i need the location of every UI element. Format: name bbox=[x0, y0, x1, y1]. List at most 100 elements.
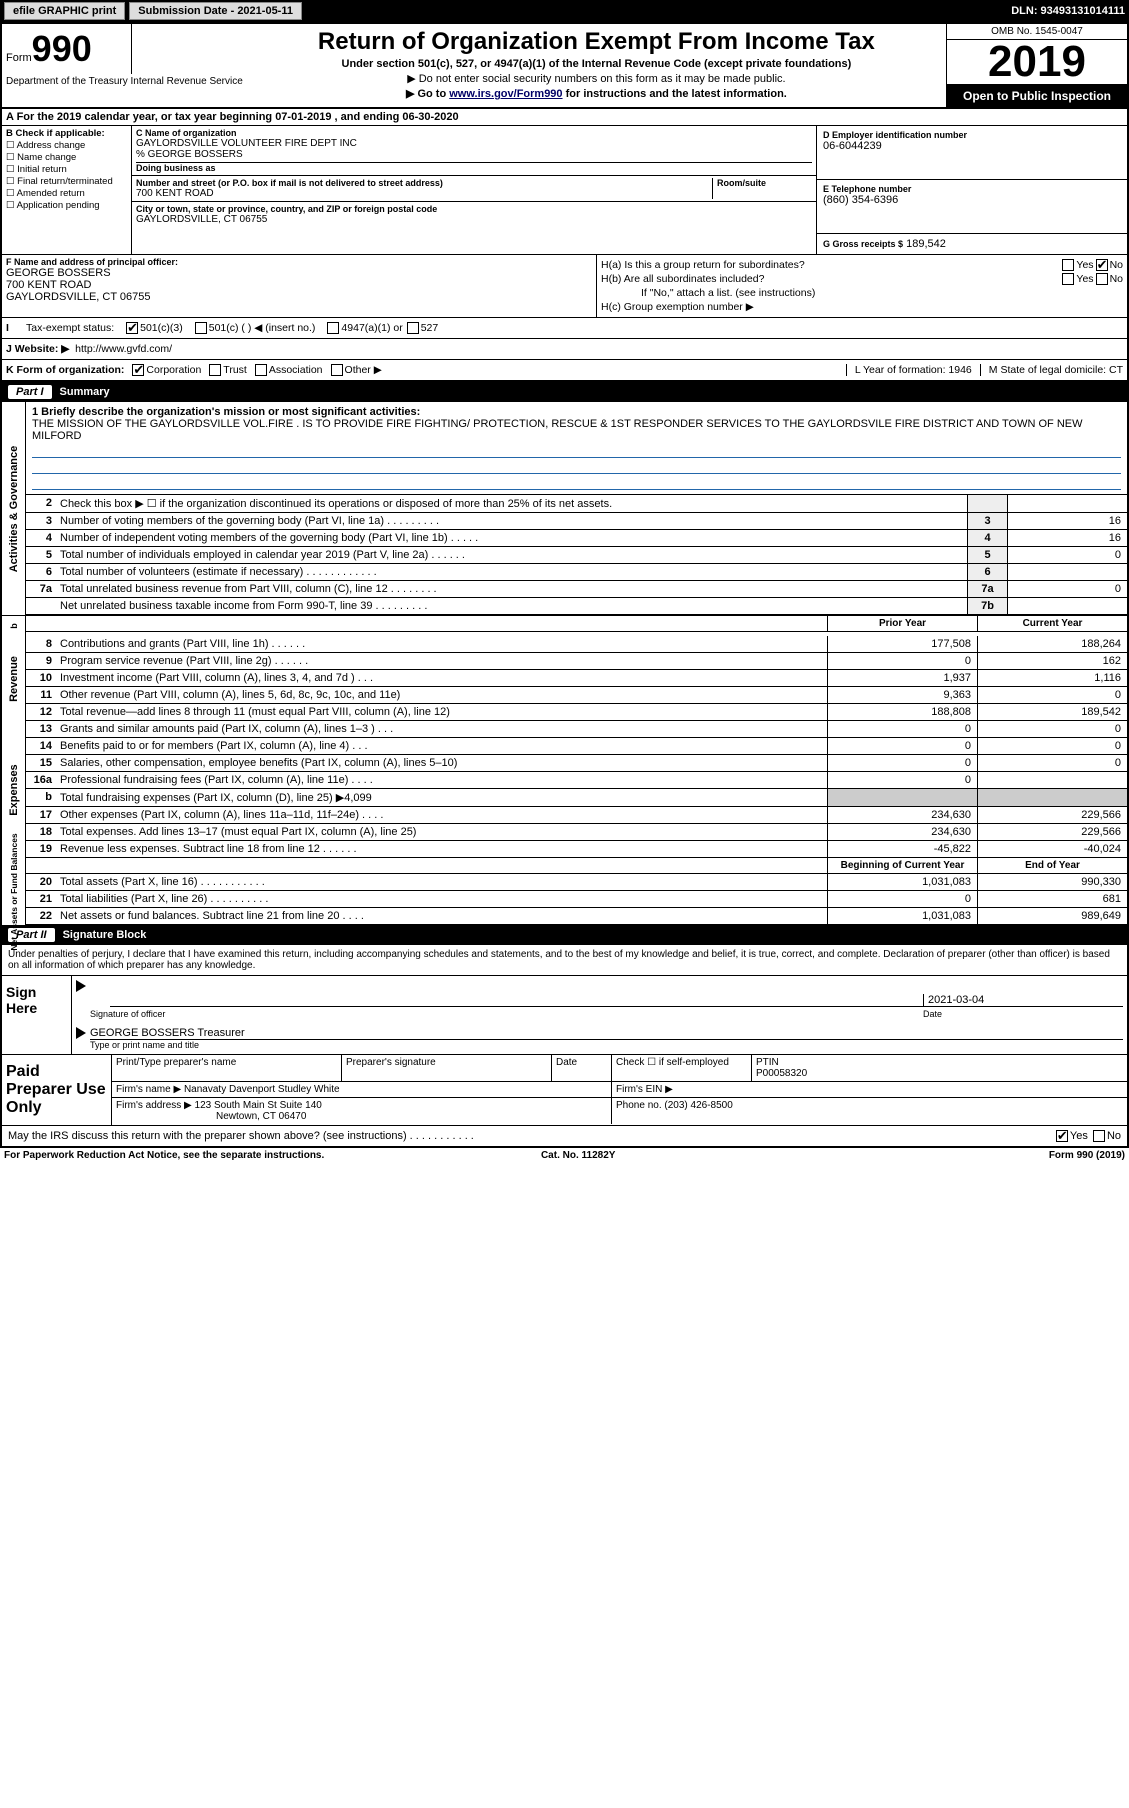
officer-name: GEORGE BOSSERS bbox=[6, 267, 592, 279]
street-address: 700 KENT ROAD bbox=[136, 188, 712, 199]
data-row: 15Salaries, other compensation, employee… bbox=[26, 755, 1127, 772]
data-row: 18Total expenses. Add lines 13–17 (must … bbox=[26, 824, 1127, 841]
box-c: C Name of organization GAYLORDSVILLE VOL… bbox=[132, 126, 817, 254]
period-row: A For the 2019 calendar year, or tax yea… bbox=[2, 109, 1127, 126]
sig-date: 2021-03-04 bbox=[923, 994, 1123, 1006]
section-fh: F Name and address of principal officer:… bbox=[2, 255, 1127, 318]
submission-date: Submission Date - 2021-05-11 bbox=[129, 2, 302, 20]
data-row: 8Contributions and grants (Part VIII, li… bbox=[26, 636, 1127, 653]
mission-text: THE MISSION OF THE GAYLORDSVILLE VOL.FIR… bbox=[32, 418, 1121, 442]
data-row: 9Program service revenue (Part VIII, lin… bbox=[26, 653, 1127, 670]
527-chk[interactable] bbox=[407, 322, 419, 334]
officer-addr: 700 KENT ROAD bbox=[6, 279, 592, 291]
irs-link[interactable]: www.irs.gov/Form990 bbox=[449, 88, 562, 100]
gov-line: 5Total number of individuals employed in… bbox=[26, 547, 1127, 564]
ptin: P00058320 bbox=[756, 1068, 807, 1079]
firm-address: 123 South Main St Suite 140 bbox=[195, 1100, 322, 1111]
data-row: 14Benefits paid to or for members (Part … bbox=[26, 738, 1127, 755]
row-i: I Tax-exempt status: 501(c)(3) 501(c) ( … bbox=[2, 318, 1127, 339]
data-row: 21Total liabilities (Part X, line 26) . … bbox=[26, 891, 1127, 908]
4947-chk[interactable] bbox=[327, 322, 339, 334]
form-number-box: Form990 bbox=[2, 24, 132, 74]
efile-button[interactable]: efile GRAPHIC print bbox=[4, 2, 125, 20]
data-row: 19Revenue less expenses. Subtract line 1… bbox=[26, 841, 1127, 858]
chk-amended[interactable]: ☐ Amended return bbox=[6, 188, 127, 199]
open-public: Open to Public Inspection bbox=[947, 85, 1127, 107]
telephone: (860) 354-6396 bbox=[823, 194, 1121, 206]
arrow-icon bbox=[76, 980, 86, 992]
declaration: Under penalties of perjury, I declare th… bbox=[2, 945, 1127, 976]
subtitle-2: ▶ Do not enter social security numbers o… bbox=[255, 72, 938, 85]
data-row: 11Other revenue (Part VIII, column (A), … bbox=[26, 687, 1127, 704]
501c3-chk[interactable] bbox=[126, 322, 138, 334]
chk-initial[interactable]: ☐ Initial return bbox=[6, 164, 127, 175]
mission: 1 Briefly describe the organization's mi… bbox=[26, 402, 1127, 495]
topbar: efile GRAPHIC print Submission Date - 20… bbox=[0, 0, 1129, 22]
gross-receipts: 189,542 bbox=[906, 238, 946, 250]
data-row: 17Other expenses (Part IX, column (A), l… bbox=[26, 807, 1127, 824]
activities-governance: Activities & Governance 1 Briefly descri… bbox=[2, 402, 1127, 615]
box-h: H(a) Is this a group return for subordin… bbox=[597, 255, 1127, 317]
hb-no[interactable] bbox=[1096, 273, 1108, 285]
data-row: 16aProfessional fundraising fees (Part I… bbox=[26, 772, 1127, 789]
firm-name: Nanavaty Davenport Studley White bbox=[184, 1084, 340, 1095]
other-chk[interactable] bbox=[331, 364, 343, 376]
subtitle-1: Under section 501(c), 527, or 4947(a)(1)… bbox=[255, 58, 938, 70]
expenses-section: Expenses 13Grants and similar amounts pa… bbox=[2, 721, 1127, 858]
org-name: GAYLORDSVILLE VOLUNTEER FIRE DEPT INC bbox=[136, 138, 812, 149]
legal-domicile: M State of legal domicile: CT bbox=[980, 364, 1123, 376]
data-row: 12Total revenue—add lines 8 through 11 (… bbox=[26, 704, 1127, 721]
box-b: B Check if applicable: ☐ Address change … bbox=[2, 126, 132, 254]
arrow-icon bbox=[76, 1027, 86, 1039]
dln: DLN: 93493131014111 bbox=[1011, 5, 1125, 17]
gov-line: 6Total number of volunteers (estimate if… bbox=[26, 564, 1127, 581]
data-row: 13Grants and similar amounts paid (Part … bbox=[26, 721, 1127, 738]
discuss-yes[interactable] bbox=[1056, 1130, 1068, 1142]
assoc-chk[interactable] bbox=[255, 364, 267, 376]
corp-chk[interactable] bbox=[132, 364, 144, 376]
officer-city: GAYLORDSVILLE, CT 06755 bbox=[6, 291, 592, 303]
row-j: J Website: ▶ http://www.gvfd.com/ bbox=[2, 339, 1127, 360]
care-of: % GEORGE BOSSERS bbox=[136, 149, 812, 163]
revenue-section: Revenue 8Contributions and grants (Part … bbox=[2, 636, 1127, 721]
gov-line: 7aTotal unrelated business revenue from … bbox=[26, 581, 1127, 598]
part2-header: Part IISignature Block bbox=[2, 925, 1127, 945]
data-row: 20Total assets (Part X, line 16) . . . .… bbox=[26, 874, 1127, 891]
section-bcd: B Check if applicable: ☐ Address change … bbox=[2, 126, 1127, 255]
ein: 06-6044239 bbox=[823, 140, 1121, 152]
city-state-zip: GAYLORDSVILLE, CT 06755 bbox=[136, 214, 812, 225]
form-990: Form990 Department of the Treasury Inter… bbox=[0, 22, 1129, 1148]
discuss-row: May the IRS discuss this return with the… bbox=[2, 1125, 1127, 1146]
part1-header: Part ISummary bbox=[2, 382, 1127, 402]
dept-treasury: Department of the Treasury Internal Reve… bbox=[2, 74, 247, 89]
box-deg: D Employer identification number 06-6044… bbox=[817, 126, 1127, 254]
firm-phone: (203) 426-8500 bbox=[664, 1100, 732, 1111]
data-row: 10Investment income (Part VIII, column (… bbox=[26, 670, 1127, 687]
website[interactable]: http://www.gvfd.com/ bbox=[75, 343, 172, 355]
trust-chk[interactable] bbox=[209, 364, 221, 376]
tax-year: 2019 bbox=[947, 40, 1127, 85]
gov-line: 2Check this box ▶ ☐ if the organization … bbox=[26, 495, 1127, 513]
hb-yes[interactable] bbox=[1062, 273, 1074, 285]
sign-here: Sign Here 2021-03-04 Signature of office… bbox=[2, 976, 1127, 1054]
year-box: OMB No. 1545-0047 2019 Open to Public In… bbox=[947, 24, 1127, 107]
chk-name[interactable]: ☐ Name change bbox=[6, 152, 127, 163]
gov-line: Net unrelated business taxable income fr… bbox=[26, 598, 1127, 615]
header: Form990 Department of the Treasury Inter… bbox=[2, 24, 1127, 109]
footer: For Paperwork Reduction Act Notice, see … bbox=[0, 1148, 1129, 1163]
discuss-no[interactable] bbox=[1093, 1130, 1105, 1142]
title-box: Return of Organization Exempt From Incom… bbox=[247, 24, 947, 107]
ha-no[interactable] bbox=[1096, 259, 1108, 271]
subtitle-3: ▶ Go to www.irs.gov/Form990 for instruct… bbox=[255, 87, 938, 100]
501c-chk[interactable] bbox=[195, 322, 207, 334]
chk-address[interactable]: ☐ Address change bbox=[6, 140, 127, 151]
section-b: b Prior YearCurrent Year bbox=[2, 615, 1127, 636]
box-f: F Name and address of principal officer:… bbox=[2, 255, 597, 317]
chk-pending[interactable]: ☐ Application pending bbox=[6, 200, 127, 211]
form-label: Form990 bbox=[6, 52, 92, 64]
chk-final[interactable]: ☐ Final return/terminated bbox=[6, 176, 127, 187]
row-k: K Form of organization: Corporation Trus… bbox=[2, 360, 1127, 382]
ha-yes[interactable] bbox=[1062, 259, 1074, 271]
paid-preparer: Paid Preparer Use Only Print/Type prepar… bbox=[2, 1054, 1127, 1125]
netassets-section: Net Assets or Fund Balances Beginning of… bbox=[2, 858, 1127, 925]
